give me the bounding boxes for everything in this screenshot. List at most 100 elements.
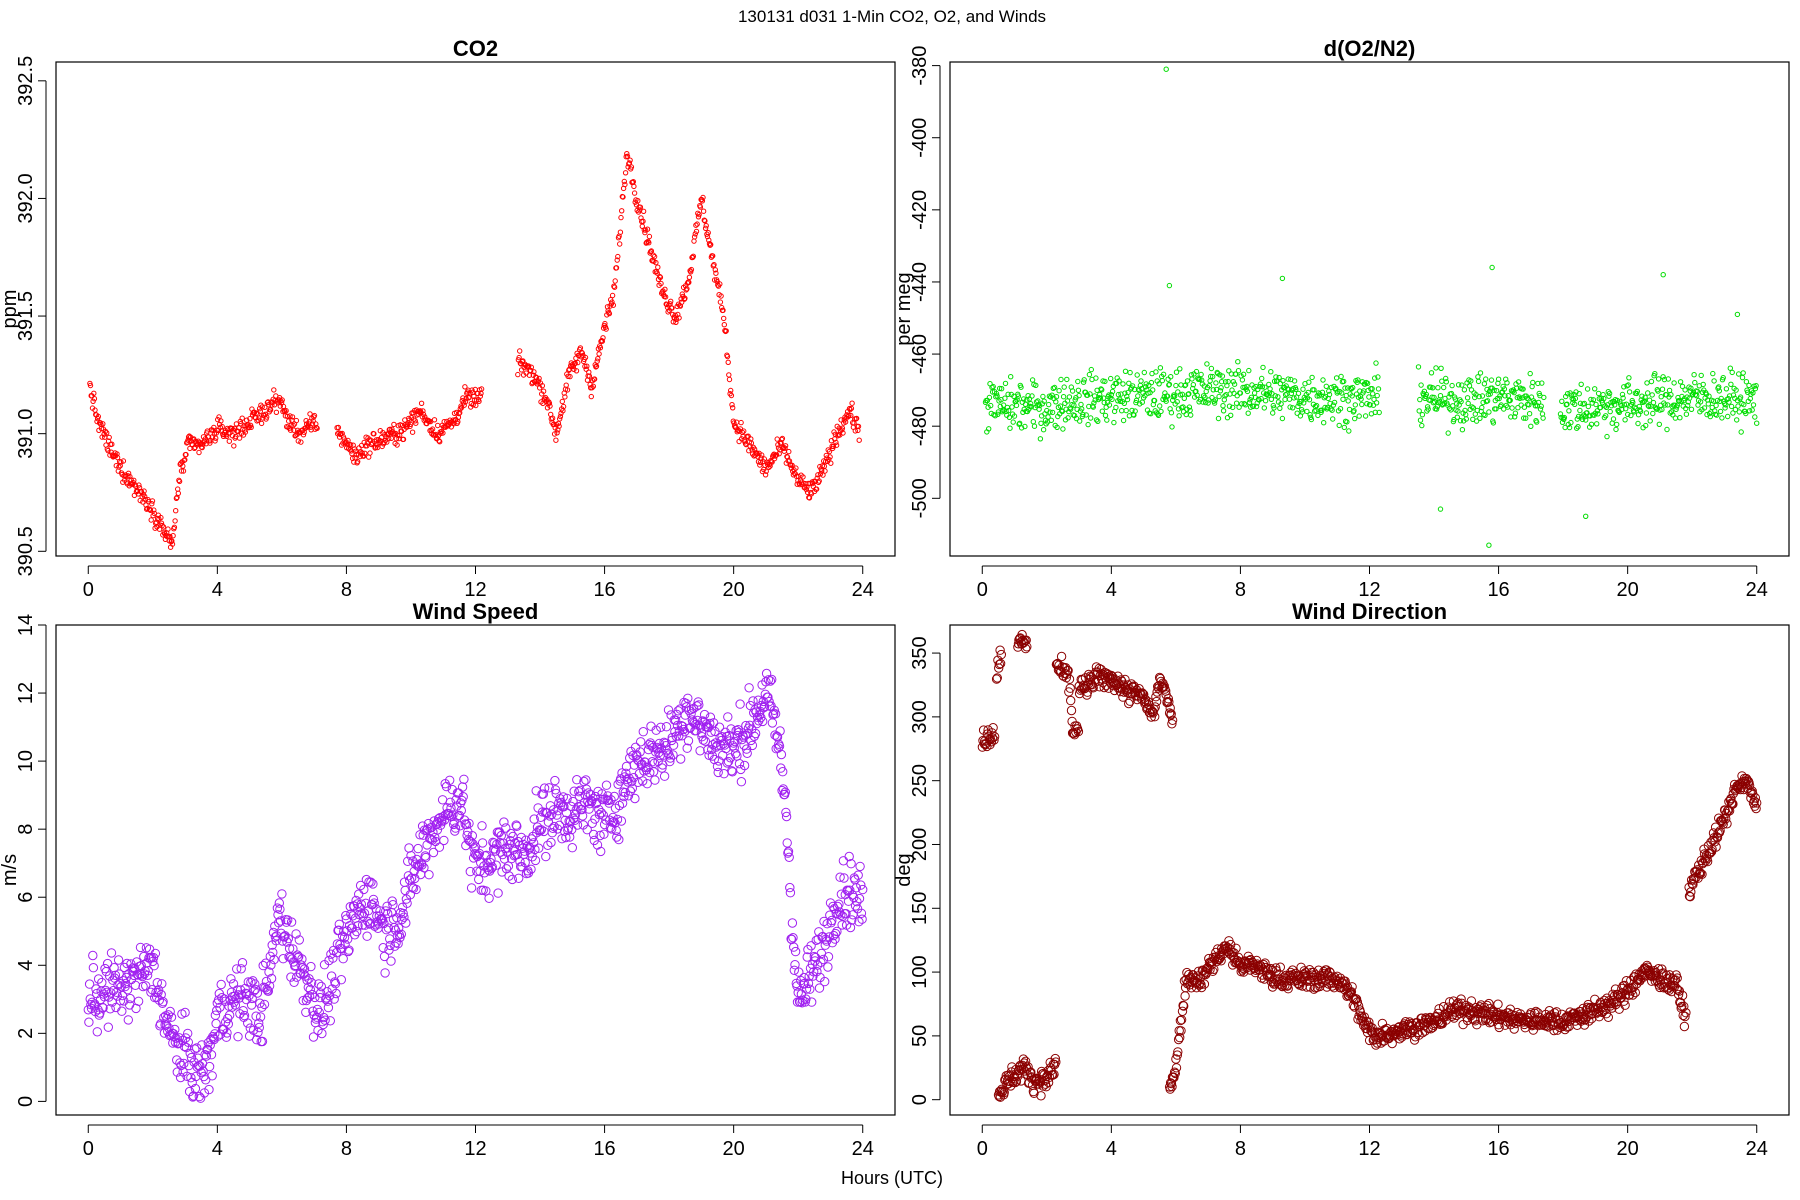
wind-speed-point [143,966,154,976]
co2-point [546,400,553,406]
co2-point [693,222,699,228]
o2-point [1225,378,1231,385]
o2-point [1075,387,1082,393]
wind-speed-point [441,781,452,792]
co2-point [180,468,187,474]
o2-point [1271,405,1277,411]
o2-point [1113,404,1119,411]
co2-point [579,350,585,356]
co2-point [560,403,567,410]
o2-point [1245,410,1251,416]
wind-speed-point [236,964,246,974]
wind-speed-point [122,985,133,995]
wind-direction-point [1647,976,1657,986]
co2-point [226,438,233,444]
co2-point [186,433,193,439]
co2-point [773,452,780,458]
o2-point [1461,387,1468,393]
wind-speed-point [388,900,398,910]
wind-speed-point [727,767,738,777]
o2-point [1315,412,1321,419]
o2-title: d(O2/N2) [1324,36,1416,61]
wind-direction-point [1099,682,1109,693]
o2-point [1362,413,1369,419]
o2-point [1484,398,1491,404]
co2-point [456,410,462,417]
wind-speed-point [344,921,355,931]
wind-direction-point [1150,702,1160,712]
o2-point [1087,391,1093,397]
wind-speed-point [437,795,448,805]
o2-point [994,393,1000,399]
o2-point [1326,388,1332,394]
wind-direction-point [1088,683,1098,693]
wind-speed-point [595,830,605,841]
wind-speed-point [852,897,862,907]
co2-point [624,153,631,160]
co2-point [185,434,192,440]
o2-point [1330,416,1336,422]
wind-direction-point [1119,687,1129,697]
co2-point [394,442,400,448]
o2-point [1030,419,1037,425]
o2-point [1682,387,1688,393]
wind-speed-point [304,991,315,1001]
wind-speed-point [174,1033,185,1043]
wind-direction-point [1353,1001,1364,1011]
wind-speed-point [280,931,290,941]
wind-speed-point [552,810,562,820]
co2-point [609,292,616,299]
co2-point [723,328,729,334]
co2-point [418,400,425,406]
o2-point [1217,388,1224,394]
o2-point [1723,402,1729,408]
wind-speed-point [506,828,516,839]
o2-point [1150,387,1156,393]
wind-direction-point [1246,954,1256,965]
o2-point [1728,403,1735,410]
o2-y-tick-label: -480 [909,406,931,446]
co2-point [702,225,709,232]
wind-speed-point [772,732,783,742]
wind-direction-point [1399,1019,1410,1029]
co2-point [631,190,638,196]
wind-speed-point [257,1002,267,1012]
o2-point [1540,415,1546,421]
co2-point [833,439,839,446]
o2-point [1534,419,1540,425]
o2-point [1650,410,1656,417]
wind-speed-point [572,775,582,785]
o2-point [1512,410,1519,416]
o2-point [1166,381,1173,388]
co2-point [710,253,716,259]
wind-speed-point [562,793,572,804]
o2-point [990,383,996,390]
co2-point [309,421,316,427]
wind-speed-point [171,1033,181,1043]
o2-point [1356,413,1362,419]
o2-point [1483,376,1489,382]
wind-speed-point [775,726,785,736]
co2-point [644,226,651,232]
wind-direction-title: Wind Direction [1292,599,1447,624]
o2-x-tick-label: 16 [1487,579,1509,601]
o2-point [1029,393,1035,399]
wind-speed-point [790,960,800,970]
wind-direction-point [1526,1008,1536,1018]
wind-speed-x-tick-label: 4 [212,1138,223,1160]
wind-direction-point [1167,1082,1177,1092]
co2-point [117,463,123,469]
wind-direction-point [1151,696,1162,707]
co2-point [662,286,668,292]
o2-point [1489,264,1495,271]
co2-point [307,411,313,417]
o2-point [1007,425,1013,431]
wind-speed-point [106,988,116,998]
wind-speed-point [434,842,445,852]
wind-speed-point [149,961,159,971]
o2-point [1423,391,1430,398]
wind-direction-point [1029,1088,1039,1099]
wind-speed-point [594,804,604,815]
